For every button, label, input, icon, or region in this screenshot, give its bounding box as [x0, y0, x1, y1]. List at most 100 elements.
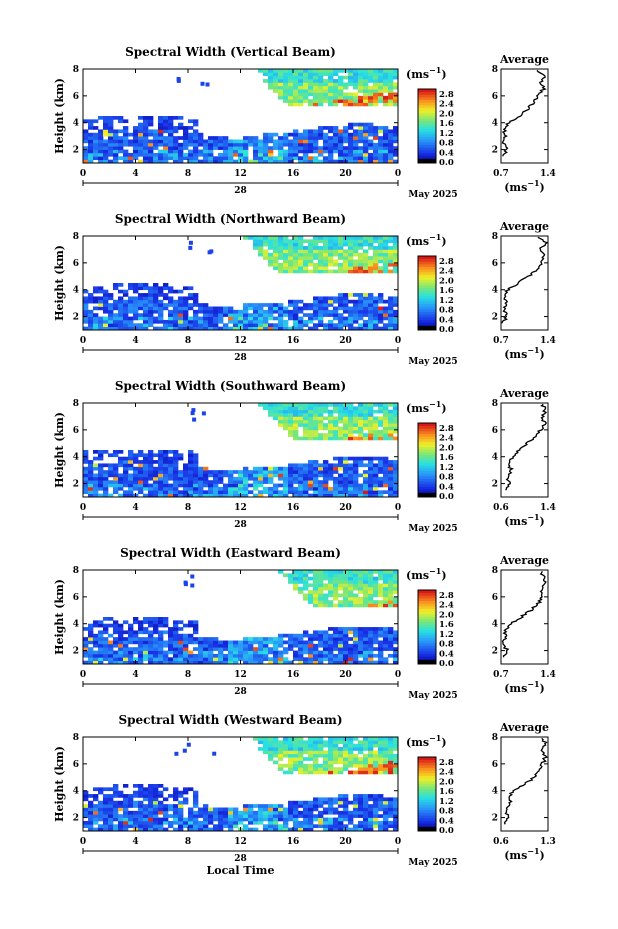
heatmap-cell — [368, 323, 374, 327]
heatmap-cell — [353, 633, 359, 638]
heatmap-cell — [338, 299, 344, 304]
heatmap-cell — [358, 460, 364, 464]
heatmap-cell — [288, 814, 294, 818]
heatmap-cell — [308, 590, 314, 594]
heatmap-cell — [288, 79, 294, 83]
heatmap-cell — [363, 586, 369, 591]
heatmap-cell — [263, 236, 269, 240]
heatmap-cell — [338, 800, 344, 805]
heatmap-cell — [313, 252, 319, 257]
heatmap-cell — [298, 753, 304, 758]
heatmap-cell — [228, 326, 234, 331]
heatmap-cell — [373, 429, 379, 434]
heatmap-cell — [333, 810, 339, 815]
heatmap-cell — [363, 266, 369, 270]
heatmap-cell — [308, 476, 314, 481]
heatmap-cell — [178, 493, 184, 498]
heatmap-cell — [123, 319, 129, 324]
heatmap-cell — [293, 99, 299, 103]
heatmap-cell — [278, 817, 284, 822]
heatmap-cell — [153, 293, 159, 297]
heatmap-cell — [273, 303, 279, 307]
heatmap-cell — [213, 817, 219, 822]
heatmap-cell — [253, 159, 259, 164]
heatmap-cell — [288, 72, 294, 77]
colorbar-segment — [418, 605, 436, 609]
heatmap-cell — [223, 486, 229, 491]
heatmap-cell — [128, 623, 134, 628]
heatmap-cell — [263, 403, 269, 407]
heatmap-cell — [323, 573, 329, 578]
heatmap-cell — [88, 326, 94, 331]
heatmap-cell — [193, 824, 199, 828]
heatmap-cell — [263, 824, 269, 828]
heatmap-cell — [143, 283, 149, 287]
heatmap-cell — [373, 600, 379, 604]
heatmap-cell — [163, 303, 169, 307]
heatmap-cell — [143, 326, 149, 331]
heatmap-cell — [118, 623, 124, 628]
heatmap-cell — [183, 299, 189, 304]
heatmap-cell — [108, 820, 114, 825]
heatmap-cell — [318, 653, 324, 658]
heatmap-cell — [373, 403, 379, 407]
heatmap-cell — [103, 129, 109, 134]
heatmap-cell — [393, 436, 399, 441]
heatmap-cell — [283, 737, 289, 741]
heatmap-cell — [88, 293, 94, 297]
panel-title: Spectral Width (Southward Beam) — [115, 379, 346, 393]
heatmap-cell — [178, 149, 184, 154]
heatmap-cell — [253, 156, 259, 160]
heatmap-cell — [373, 647, 379, 651]
heatmap-cell — [378, 313, 384, 317]
heatmap-cell — [388, 149, 394, 154]
heatmap-cell — [283, 466, 289, 471]
heatmap-cell — [298, 316, 304, 321]
heatmap-cell — [378, 647, 384, 651]
heatmap-cell — [203, 483, 209, 488]
colorbar-segment — [418, 611, 436, 615]
heatmap-cell — [208, 660, 214, 665]
heatmap-cell — [263, 750, 269, 755]
heatmap-cell — [243, 486, 249, 491]
heatmap-cell — [88, 493, 94, 498]
heatmap-cell — [98, 790, 104, 795]
heatmap-cell — [313, 824, 319, 828]
heatmap-cell — [333, 89, 339, 93]
heatmap-cell — [328, 603, 334, 608]
heatmap-cell — [263, 149, 269, 154]
heatmap-cell — [343, 767, 349, 771]
heatmap-cell — [368, 436, 374, 441]
heatmap-cell — [163, 293, 169, 297]
heatmap-cell — [158, 657, 164, 661]
heatmap-cell — [288, 429, 294, 434]
heatmap-cell — [383, 136, 389, 140]
colorbar-segment — [418, 799, 436, 803]
heatmap-cell — [333, 409, 339, 414]
heatmap-cell — [278, 570, 284, 574]
heatmap-cell — [223, 643, 229, 648]
heatmap-cell — [338, 643, 344, 648]
heatmap-cell — [188, 466, 194, 471]
heatmap-cell — [193, 309, 199, 314]
heatmap-cell — [368, 416, 374, 421]
heatmap-cell — [373, 797, 379, 802]
heatmap-cell — [338, 753, 344, 758]
heatmap-cell — [288, 95, 294, 100]
colorbar-segment — [418, 621, 436, 625]
heatmap-cell — [283, 753, 289, 758]
heatmap-cell — [243, 146, 249, 150]
heatmap-cell — [88, 817, 94, 822]
heatmap-cell — [393, 827, 399, 832]
heatmap-cell — [353, 152, 359, 157]
heatmap-cell — [348, 252, 354, 257]
heatmap-cell — [328, 146, 334, 150]
colorbar-segment — [418, 256, 436, 260]
heatmap-cell — [383, 573, 389, 578]
heatmap-cell — [298, 436, 304, 441]
heatmap-cell — [143, 463, 149, 468]
heatmap-cell — [318, 246, 324, 250]
heatmap-cell — [388, 476, 394, 481]
heatmap-cell — [268, 637, 274, 641]
heatmap-cell — [273, 259, 279, 264]
